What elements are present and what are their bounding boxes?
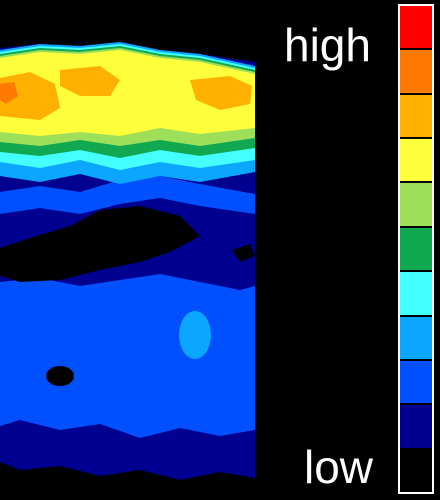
heatmap-image <box>0 42 255 480</box>
colorbar-legend <box>398 4 434 494</box>
colorbar-swatch-3 <box>400 139 432 184</box>
spot-black <box>46 366 74 386</box>
spot-light-blue <box>179 311 211 359</box>
colorbar-swatch-5 <box>400 227 432 273</box>
colorbar-swatch-0 <box>400 6 432 51</box>
blob-orange-right <box>190 76 252 110</box>
blob-darkorange <box>0 82 18 104</box>
band-blue-lower <box>0 274 255 438</box>
colorbar-swatch-7 <box>400 316 432 361</box>
colorbar-swatch-9 <box>400 405 432 450</box>
colorbar-swatch-4 <box>400 183 432 228</box>
colorbar-swatch-2 <box>400 94 432 140</box>
low-label: low <box>304 441 374 493</box>
band-black-patch <box>0 206 200 282</box>
band-black-small <box>232 244 255 262</box>
colorbar-swatch-8 <box>400 360 432 406</box>
colorbar-swatch-6 <box>400 272 432 317</box>
blob-orange-left <box>0 72 60 120</box>
band-blue-upper <box>0 176 255 214</box>
colorbar-swatch-1 <box>400 50 432 95</box>
blob-orange-center <box>60 66 120 96</box>
high-label: high <box>284 19 371 71</box>
heatmap-bands <box>0 42 255 480</box>
colorbar-swatch-10 <box>400 449 432 492</box>
